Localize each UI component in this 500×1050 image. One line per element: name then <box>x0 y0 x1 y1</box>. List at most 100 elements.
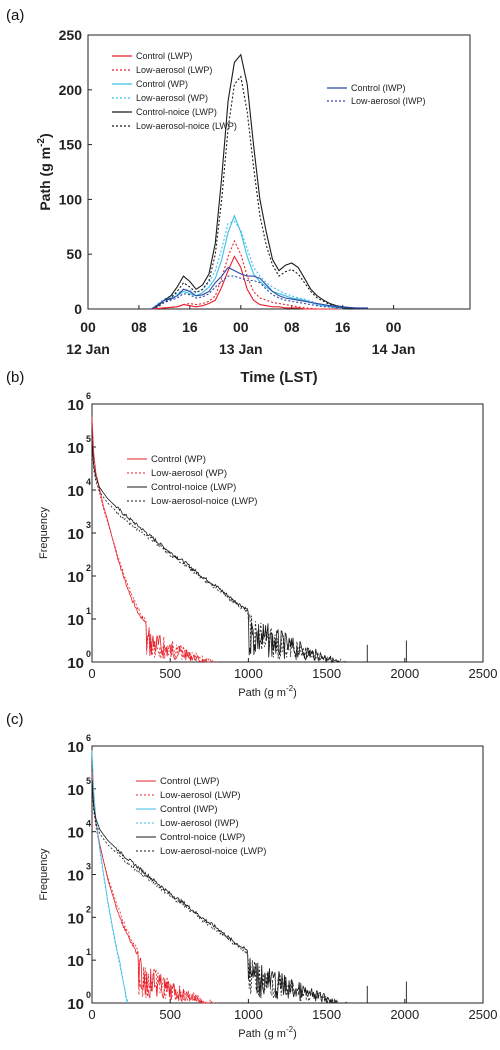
xtick-label-a: 00 <box>80 319 96 335</box>
legend-label-a: Low-aerosol (IWP) <box>351 96 426 106</box>
ytick-label-a: 100 <box>59 191 83 207</box>
xtick-label-c: 1500 <box>312 1007 341 1022</box>
ytick-label-a: 250 <box>59 27 83 43</box>
ytick-exponent-b: 1 <box>86 606 91 616</box>
y-axis-title-c: Frequency <box>38 848 50 900</box>
legend-label-c: Control (LWP) <box>160 776 219 787</box>
ytick-exponent-b: 5 <box>86 434 91 444</box>
series-line-a <box>151 53 356 310</box>
legend-label-a: Low-aerosol-noice (LWP) <box>136 121 237 131</box>
xtick-label-c: 2500 <box>469 1007 498 1022</box>
series-line-b <box>91 438 343 663</box>
ytick-exponent-c: 5 <box>86 776 91 786</box>
legend-label-a: Low-aerosol (LWP) <box>136 65 212 75</box>
legend-label-c: Low-aerosol (IWP) <box>160 818 239 829</box>
legend-label-b: Control-noice (LWP) <box>151 482 236 493</box>
ytick-label-c: 10 <box>67 782 84 799</box>
y-axis-title-a: Path (g m-2) <box>36 133 53 210</box>
ytick-label-a: 150 <box>59 137 83 153</box>
series-line-a <box>151 75 356 310</box>
ytick-label-b: 10 <box>67 612 84 629</box>
panel-label-b: (b) <box>6 369 24 386</box>
legend-label-b: Low-aerosol-noice (LWP) <box>151 496 257 507</box>
legend-label-a: Control-noice (LWP) <box>136 107 217 117</box>
series-line-b <box>91 421 218 664</box>
ytick-label-c: 10 <box>67 910 84 927</box>
xtick-date-label-a: 13 Jan <box>219 341 263 357</box>
legend-label-c: Low-aerosol-noice (LWP) <box>160 846 266 857</box>
ytick-exponent-b: 3 <box>86 520 91 530</box>
ytick-exponent-b: 2 <box>86 563 91 573</box>
xtick-label-a: 00 <box>233 319 249 335</box>
ytick-label-b: 10 <box>67 440 84 457</box>
series-line-c <box>91 780 343 1004</box>
panel-label-c: (c) <box>6 711 24 728</box>
xtick-date-label-a: 12 Jan <box>66 341 110 357</box>
ytick-label-c: 10 <box>67 953 84 970</box>
legend-label-c: Control (IWP) <box>160 804 218 815</box>
series-line-b <box>91 442 351 664</box>
ytick-label-b: 10 <box>67 569 84 586</box>
ytick-label-c: 10 <box>67 996 84 1013</box>
xtick-label-b: 1000 <box>234 666 263 681</box>
plot-frame-a <box>87 34 471 310</box>
panel-label-a: (a) <box>6 7 24 24</box>
xtick-label-b: 2500 <box>469 666 498 681</box>
ytick-exponent-c: 1 <box>86 947 91 957</box>
xtick-label-b: 1500 <box>312 666 341 681</box>
xtick-label-b: 500 <box>159 666 181 681</box>
legend-label-a: Control (IWP) <box>351 83 406 93</box>
legend-label-a: Control (WP) <box>136 79 188 89</box>
series-line-c <box>91 775 218 1005</box>
ytick-label-c: 10 <box>67 868 84 885</box>
ytick-label-b: 10 <box>67 526 84 543</box>
ytick-exponent-c: 2 <box>86 904 91 914</box>
xtick-label-b: 2000 <box>390 666 419 681</box>
ytick-exponent-c: 6 <box>86 733 91 743</box>
series-line-a <box>151 214 343 310</box>
xtick-label-a: 16 <box>335 319 351 335</box>
ytick-label-a: 50 <box>66 246 82 262</box>
x-axis-title-c: Path (g m-2) <box>238 1025 296 1040</box>
ytick-label-b: 10 <box>67 397 84 414</box>
legend-label-b: Control (WP) <box>151 454 206 465</box>
x-axis-title-a: Time (LST) <box>240 369 317 386</box>
xtick-label-c: 500 <box>159 1007 181 1022</box>
ytick-label-b: 10 <box>67 655 84 672</box>
xtick-label-a: 00 <box>386 319 402 335</box>
ytick-exponent-b: 0 <box>86 649 91 659</box>
xtick-label-c: 1000 <box>234 1007 263 1022</box>
legend-label-b: Low-aerosol (WP) <box>151 468 227 479</box>
series-line-a <box>151 266 369 310</box>
xtick-label-c: 0 <box>88 1007 95 1022</box>
y-axis-title-b: Frequency <box>38 507 50 559</box>
legend-label-c: Low-aerosol (LWP) <box>160 790 241 801</box>
series-line-c <box>91 771 210 1004</box>
ytick-exponent-c: 4 <box>86 819 91 829</box>
series-line-a <box>151 255 343 310</box>
series-line-a <box>151 275 369 310</box>
ytick-label-c: 10 <box>67 739 84 756</box>
xtick-label-a: 08 <box>284 319 300 335</box>
ytick-label-a: 0 <box>74 301 82 317</box>
xtick-label-a: 08 <box>131 319 147 335</box>
legend-label-c: Control-noice (LWP) <box>160 832 245 843</box>
x-axis-title-b: Path (g m-2) <box>238 684 296 699</box>
xtick-label-c: 2000 <box>390 1007 419 1022</box>
ytick-exponent-b: 4 <box>86 477 91 487</box>
ytick-label-a: 200 <box>59 82 83 98</box>
panel-a: (a) 0 50 100 150 200 250 00 12 Jan 08 16 00 13 Jan 08… <box>6 7 471 386</box>
xtick-date-label-a: 14 Jan <box>372 341 416 357</box>
series-line-c <box>91 754 129 1003</box>
legend-label-a: Low-aerosol (WP) <box>136 93 208 103</box>
legend-label-a: Control (LWP) <box>136 51 192 61</box>
ytick-exponent-b: 6 <box>86 391 91 401</box>
ytick-label-b: 10 <box>67 483 84 500</box>
ytick-label-c: 10 <box>67 825 84 842</box>
xtick-label-b: 0 <box>88 666 95 681</box>
series-line-c <box>91 784 351 1004</box>
